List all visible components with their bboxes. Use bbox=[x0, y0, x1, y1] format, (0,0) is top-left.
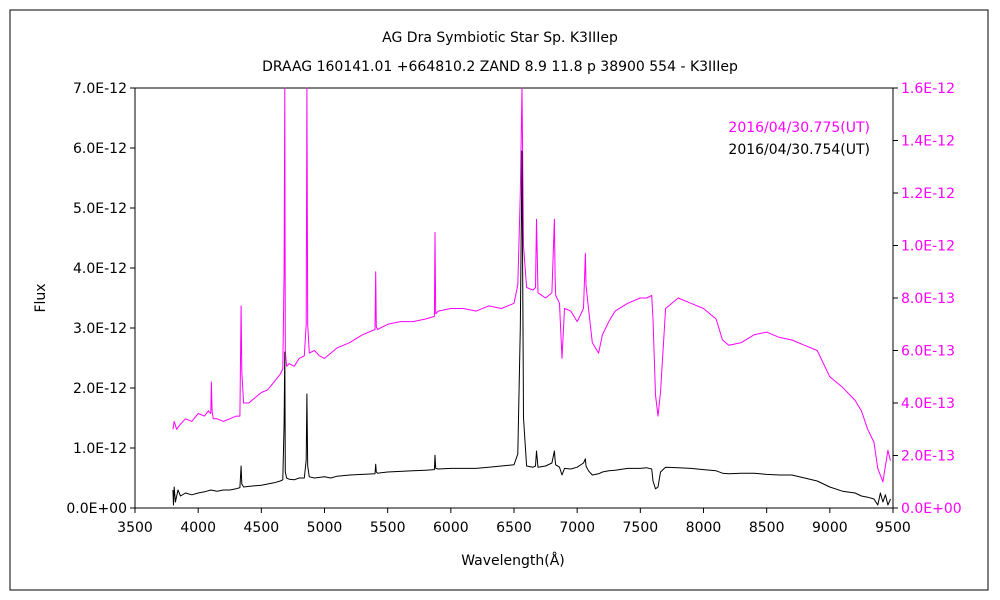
series-group bbox=[172, 87, 891, 506]
x-axis: 3500 4000 4500 5000 5500 6000 6500 7000 7500 8000… bbox=[117, 508, 911, 536]
y2-tick-label: 1.6E-12 bbox=[901, 81, 955, 97]
x-tick-label: 7000 bbox=[559, 520, 595, 536]
x-tick-label: 3500 bbox=[117, 520, 153, 536]
x-axis-label: Wavelength(Å) bbox=[461, 552, 565, 569]
y2-tick-label: 6.0E-13 bbox=[901, 344, 955, 360]
y2-tick-label: 1.0E-12 bbox=[901, 239, 955, 255]
y-tick-label: 2.0E-12 bbox=[73, 381, 127, 397]
series-line-black bbox=[172, 150, 891, 506]
x-tick-label: 4500 bbox=[244, 520, 280, 536]
x-tick-label: 8000 bbox=[686, 520, 722, 536]
y2-tick-label: 2.0E-13 bbox=[901, 449, 955, 465]
x-tick-label: 9000 bbox=[812, 520, 848, 536]
x-tick-label: 6500 bbox=[496, 520, 532, 536]
x-tick-label: 7500 bbox=[623, 520, 659, 536]
y-axis-label: Flux bbox=[33, 283, 49, 312]
y-tick-label: 4.0E-12 bbox=[73, 261, 127, 277]
y2-tick-label: 8.0E-13 bbox=[901, 291, 955, 307]
y-tick-label: 3.0E-12 bbox=[73, 321, 127, 337]
x-tick-label: 6000 bbox=[433, 520, 469, 536]
y2-tick-label: 1.4E-12 bbox=[901, 134, 955, 150]
y2-tick-label: 1.2E-12 bbox=[901, 186, 955, 202]
y-tick-label: 5.0E-12 bbox=[73, 201, 127, 217]
series-line-magenta bbox=[172, 87, 891, 483]
y-tick-label: 1.0E-12 bbox=[73, 441, 127, 457]
legend-series-black: 2016/04/30.754(UT) bbox=[728, 142, 870, 158]
y-axis-right: 0.0E+00 2.0E-13 4.0E-13 6.0E-13 8.0E-13 1.0E-… bbox=[893, 81, 962, 517]
y-tick-label: 7.0E-12 bbox=[73, 81, 127, 97]
y2-tick-label: 0.0E+00 bbox=[901, 501, 962, 517]
x-tick-label: 5000 bbox=[307, 520, 343, 536]
x-tick-label: 4000 bbox=[180, 520, 216, 536]
y-tick-label: 0.0E+00 bbox=[66, 501, 127, 517]
outer-frame bbox=[9, 9, 989, 591]
chart-title: AG Dra Symbiotic Star Sp. K3IIIep bbox=[382, 30, 618, 46]
y2-tick-label: 4.0E-13 bbox=[901, 396, 955, 412]
x-tick-label: 8500 bbox=[749, 520, 785, 536]
y-axis-left: 0.0E+00 1.0E-12 2.0E-12 3.0E-12 4.0E-12 5.0E-… bbox=[66, 81, 135, 517]
chart-subtitle: DRAAG 160141.01 +664810.2 ZAND 8.9 11.8 … bbox=[262, 59, 738, 75]
y-tick-label: 6.0E-12 bbox=[73, 141, 127, 157]
legend-series-magenta: 2016/04/30.775(UT) bbox=[728, 120, 870, 136]
x-tick-label: 5500 bbox=[370, 520, 406, 536]
x-tick-label: 9500 bbox=[875, 520, 911, 536]
